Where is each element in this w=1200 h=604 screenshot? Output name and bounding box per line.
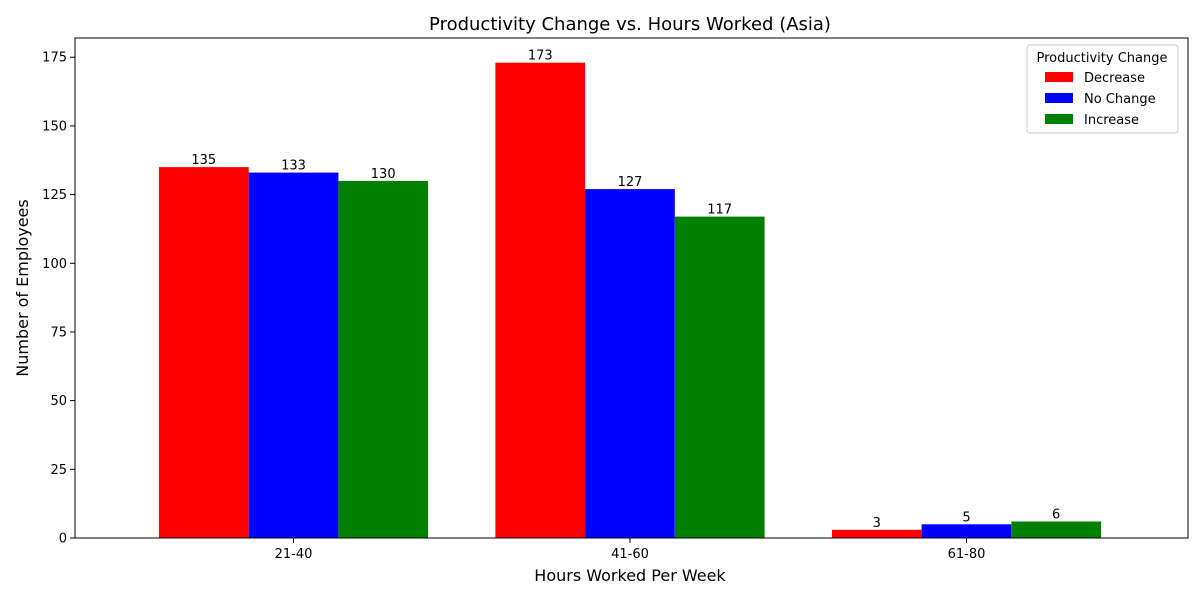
legend-title: Productivity Change	[1037, 51, 1168, 66]
data-label: 130	[371, 167, 396, 182]
legend-swatch-increase	[1045, 114, 1073, 124]
legend-swatch-decrease	[1045, 72, 1073, 82]
data-label: 6	[1052, 508, 1060, 523]
x-axis-label: Hours Worked Per Week	[534, 566, 726, 585]
data-label: 135	[191, 153, 216, 168]
x-tick-label: 21-40	[275, 547, 313, 562]
legend-label-no-change: No Change	[1084, 92, 1156, 107]
data-label: 3	[873, 516, 881, 531]
data-label: 173	[528, 49, 553, 64]
x-tick-label: 41-60	[611, 547, 649, 562]
x-tick-label: 61-80	[948, 547, 986, 562]
legend-label-decrease: Decrease	[1084, 71, 1145, 86]
bar-decrease-61-80	[831, 529, 922, 538]
data-label: 133	[281, 159, 306, 174]
bar-increase-61-80	[1011, 521, 1102, 538]
y-tick-label: 100	[42, 257, 67, 272]
bar-increase-21-40	[338, 180, 428, 538]
legend-frame	[1026, 44, 1179, 134]
axes-frame	[74, 37, 1189, 539]
legend-swatch-no-change	[1045, 93, 1073, 103]
legend-label-increase: Increase	[1084, 113, 1139, 128]
y-tick-label: 50	[50, 394, 67, 409]
bar-no-change-61-80	[921, 524, 1012, 538]
bar-decrease-21-40	[159, 167, 249, 538]
data-label: 117	[707, 203, 732, 218]
y-tick-label: 0	[59, 532, 67, 547]
y-tick-label: 25	[50, 463, 67, 478]
bar-decrease-41-60	[495, 62, 586, 538]
chart-title: Productivity Change vs. Hours Worked (As…	[429, 14, 831, 35]
legend: Productivity Change Decrease No Change Inc…	[1026, 44, 1179, 134]
y-tick-label: 125	[42, 188, 67, 203]
y-tick-label: 175	[42, 51, 67, 66]
data-label: 127	[618, 175, 643, 190]
y-tick-label: 150	[42, 119, 67, 134]
y-axis-label: Number of Employees	[13, 199, 32, 376]
bar-no-change-21-40	[248, 172, 339, 538]
data-label: 5	[962, 510, 970, 525]
plot-area: 135 173 3 133 127 5 130 117 6 0 25 50 75 100 125 150 175…	[42, 37, 1189, 562]
bar-no-change-41-60	[585, 189, 675, 538]
bar-increase-41-60	[674, 216, 765, 538]
y-tick-label: 75	[50, 325, 67, 340]
